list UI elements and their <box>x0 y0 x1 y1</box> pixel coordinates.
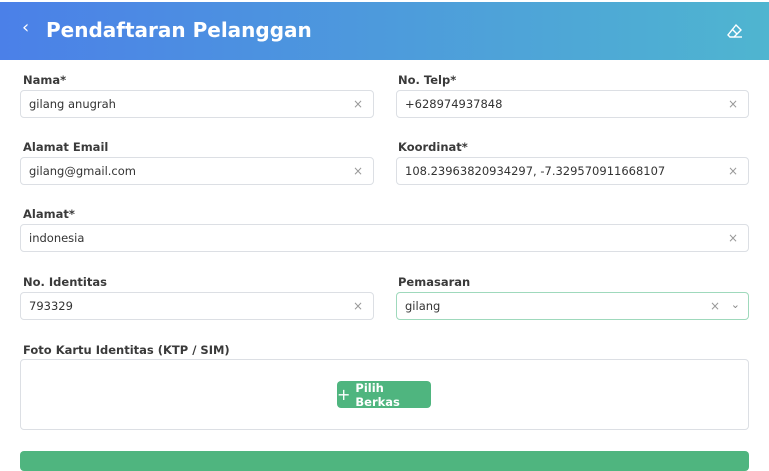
clear-icon[interactable]: × <box>727 231 738 245</box>
telp-input[interactable]: +628974937848 × <box>396 90 749 118</box>
clear-icon[interactable]: × <box>352 164 363 178</box>
app-header: ‹ Pendaftaran Pelanggan <box>0 2 769 60</box>
clear-icon[interactable]: × <box>352 97 363 111</box>
alamat-value: indonesia <box>29 231 85 245</box>
pemasaran-value: gilang <box>405 299 441 313</box>
clear-icon[interactable]: × <box>727 97 738 111</box>
alamat-label: Alamat* <box>23 207 75 221</box>
email-input[interactable]: gilang@gmail.com × <box>20 157 374 185</box>
back-button[interactable]: ‹ <box>22 17 30 38</box>
pemasaran-select[interactable]: gilang × ⌄ <box>396 292 749 320</box>
koordinat-value: 108.23963820934297, -7.329570911668107 <box>405 164 666 178</box>
pick-file-label: Pilih Berkas <box>355 380 400 409</box>
identitas-value: 793329 <box>29 299 73 313</box>
alamat-input[interactable]: indonesia × <box>20 224 749 252</box>
foto-label: Foto Kartu Identitas (KTP / SIM) <box>23 343 230 357</box>
telp-value: +628974937848 <box>405 97 503 111</box>
identitas-input[interactable]: 793329 × <box>20 292 374 320</box>
email-label: Alamat Email <box>23 140 109 154</box>
chevron-down-icon[interactable]: ⌄ <box>730 298 740 311</box>
nama-label: Nama* <box>23 73 67 87</box>
koordinat-label: Koordinat* <box>398 140 468 154</box>
file-upload-area[interactable] <box>20 359 749 430</box>
pick-file-button[interactable]: + Pilih Berkas <box>337 380 431 409</box>
plus-icon: + <box>337 385 351 404</box>
koordinat-input[interactable]: 108.23963820934297, -7.329570911668107 × <box>396 157 749 185</box>
nama-value: gilang anugrah <box>29 97 116 111</box>
email-value: gilang@gmail.com <box>29 164 136 178</box>
eraser-icon[interactable] <box>726 22 744 40</box>
nama-input[interactable]: gilang anugrah × <box>20 90 374 118</box>
clear-icon[interactable]: × <box>727 164 738 178</box>
identitas-label: No. Identitas <box>23 275 107 289</box>
submit-button[interactable] <box>20 451 749 471</box>
pemasaran-label: Pemasaran <box>398 275 471 289</box>
clear-icon[interactable]: × <box>709 299 720 313</box>
clear-icon[interactable]: × <box>352 299 363 313</box>
page-title: Pendaftaran Pelanggan <box>46 18 312 42</box>
telp-label: No. Telp* <box>398 73 457 87</box>
